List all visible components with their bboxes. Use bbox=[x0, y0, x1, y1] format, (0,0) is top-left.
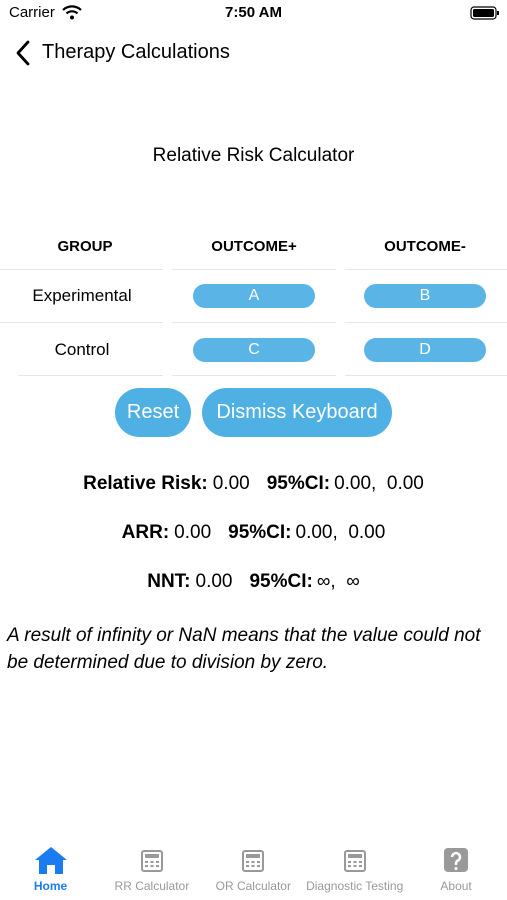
tab-icon bbox=[242, 850, 265, 872]
input-field[interactable]: C bbox=[193, 338, 315, 362]
wifi-icon bbox=[62, 5, 82, 20]
input-field[interactable]: B bbox=[364, 284, 486, 308]
reset-button[interactable]: Reset bbox=[115, 388, 191, 437]
result-line: ARR: 0.00 95%CI: 0.00, 0.00 bbox=[0, 522, 507, 544]
clock: 7:50 AM bbox=[225, 4, 282, 21]
table-cell bbox=[345, 269, 507, 323]
column-header: OUTCOME+ bbox=[211, 238, 297, 255]
table-cell bbox=[345, 323, 507, 376]
group-label: Control bbox=[54, 340, 110, 359]
tab-icon bbox=[34, 847, 67, 874]
carrier: Carrier bbox=[9, 4, 55, 21]
ci-label: 95%CI: bbox=[228, 522, 292, 543]
battery-icon bbox=[470, 6, 499, 20]
tab[interactable]: About bbox=[406, 845, 507, 893]
tab[interactable]: Home bbox=[0, 845, 101, 893]
tab-icon bbox=[343, 850, 366, 872]
calculator-title: Relative Risk Calculator bbox=[152, 145, 355, 166]
table-cell bbox=[172, 323, 336, 376]
ci-value: 0.00, 0.00 bbox=[334, 473, 424, 494]
column-header: OUTCOME- bbox=[384, 238, 466, 255]
result-line: Relative Risk: 0.00 95%CI: 0.00, 0.00 bbox=[0, 473, 507, 495]
table-cell bbox=[18, 323, 163, 376]
input-field[interactable]: D bbox=[364, 338, 486, 362]
result-line: NNT: 0.00 95%CI: ∞, ∞ bbox=[0, 571, 507, 593]
tab[interactable]: RR Calculator bbox=[101, 845, 202, 893]
tab-label: Home bbox=[33, 879, 68, 893]
nav-back-title[interactable]: Therapy Calculations bbox=[42, 41, 230, 63]
tab-icon bbox=[140, 850, 163, 872]
ci-value: 0.00, 0.00 bbox=[295, 522, 386, 543]
table-cell bbox=[0, 269, 163, 323]
dismiss-keyboard-button[interactable]: Dismiss Keyboard bbox=[202, 388, 392, 437]
table-cell bbox=[172, 269, 336, 323]
tab-label: About bbox=[440, 879, 472, 893]
result-value: 0.00 bbox=[174, 522, 212, 543]
tab-label: Diagnostic Testing bbox=[306, 879, 404, 893]
column-header: GROUP bbox=[57, 238, 113, 255]
ci-label: 95%CI: bbox=[249, 571, 313, 592]
result-label: Relative Risk: bbox=[83, 473, 208, 494]
back-chevron[interactable] bbox=[14, 40, 32, 66]
tab[interactable]: OR Calculator bbox=[203, 845, 304, 893]
tab-icon bbox=[444, 848, 469, 872]
result-value: 0.00 bbox=[212, 473, 250, 494]
ci-label: 95%CI: bbox=[266, 473, 331, 494]
result-label: ARR: bbox=[121, 522, 170, 543]
tab-label: OR Calculator bbox=[215, 879, 291, 893]
note: A result of infinity or NaN means that t… bbox=[7, 625, 481, 673]
group-label: Experimental bbox=[32, 286, 132, 305]
tab[interactable]: Diagnostic Testing bbox=[304, 845, 405, 893]
result-label: NNT: bbox=[147, 571, 191, 592]
input-field[interactable]: A bbox=[193, 284, 315, 308]
ci-value: ∞, ∞ bbox=[316, 571, 360, 592]
tab-label: RR Calculator bbox=[114, 879, 190, 893]
result-value: 0.00 bbox=[195, 571, 233, 592]
